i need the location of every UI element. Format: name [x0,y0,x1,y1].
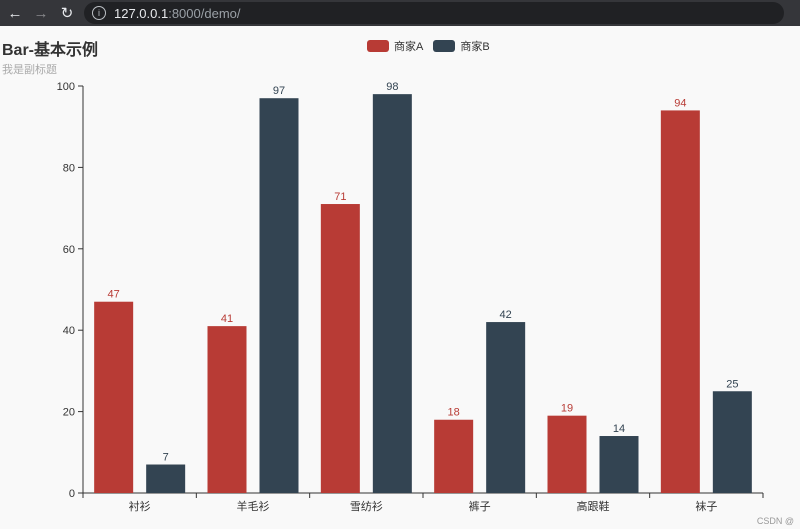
legend-swatch-b [433,40,456,52]
x-tick-label: 高跟鞋 [577,499,610,513]
bar [486,322,526,493]
y-tick-label: 100 [57,81,75,93]
data-label: 7 [163,452,169,464]
legend-label-a: 商家A [394,41,424,53]
y-tick-label: 20 [63,407,75,419]
data-label: 98 [386,81,398,93]
chart-subtitle: 我是副标题 [2,64,57,76]
back-icon[interactable]: ← [7,4,23,22]
legend: 商家A 商家B [367,38,500,54]
x-tick-label: 羊毛衫 [237,499,270,513]
forward-icon[interactable]: → [33,4,49,22]
x-tick-label: 衬衫 [129,500,151,513]
browser-toolbar: ← → ↻ i 127.0.0.1:8000/demo/ [0,0,800,26]
reload-icon[interactable]: ↻ [60,5,74,22]
y-tick-label: 60 [63,244,75,256]
bar [372,94,412,493]
bar [94,301,134,493]
legend-label-b: 商家B [460,41,490,53]
data-label: 94 [674,97,686,109]
bar [660,110,700,494]
y-tick-label: 40 [63,325,75,337]
bar [434,419,474,493]
legend-swatch-a [367,40,389,52]
data-label: 97 [273,85,285,97]
legend-item-b[interactable]: 商家B [433,38,490,54]
chart-page: Bar-基本示例 我是副标题 商家A 商家B 0 20 40 60 80 100 衬衫 47 7… [0,26,800,529]
data-label: 14 [613,423,625,435]
url-host: 127.0.0.1 [114,5,169,21]
bar [599,436,639,493]
bar-chart: 0 20 40 60 80 100 衬衫 47 7 羊毛衫 41 97 雪纺衫 71 98 裤子 18 42 高跟鞋… [57,81,764,513]
data-label: 19 [561,403,573,415]
bar [146,464,186,493]
bar [259,98,299,494]
data-label: 41 [221,313,233,325]
bar [320,204,360,493]
bar [547,415,587,493]
data-label: 47 [108,289,120,301]
chart-title: Bar-基本示例 [2,42,99,59]
x-tick-label: 裤子 [469,499,491,513]
data-label: 18 [448,407,460,419]
x-tick-label: 雪纺衫 [350,499,383,513]
bar [207,326,247,493]
x-tick-label: 袜子 [695,499,717,513]
url-path: :8000/demo/ [168,5,241,21]
legend-item-a[interactable]: 商家A [367,38,423,54]
data-label: 42 [500,309,512,321]
address-bar[interactable]: i 127.0.0.1:8000/demo/ [84,2,784,24]
y-tick-label: 0 [69,488,75,500]
bar [712,391,752,493]
data-label: 71 [334,191,346,203]
info-icon[interactable]: i [92,6,106,20]
y-tick-label: 80 [63,162,75,174]
watermark: CSDN @ [756,516,794,526]
data-label: 25 [726,378,738,390]
